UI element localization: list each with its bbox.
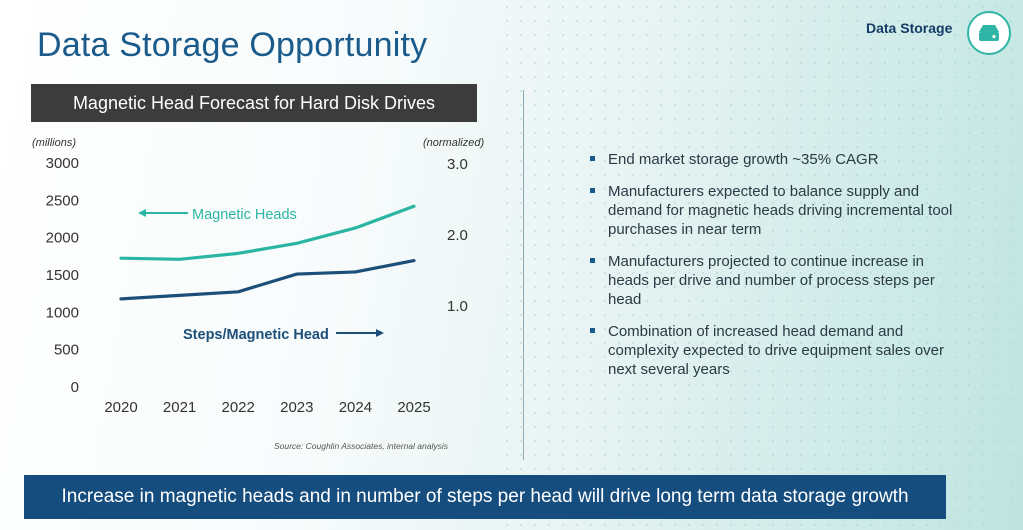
bullet-item: Manufacturers projected to continue incr…: [580, 252, 960, 309]
dot-pattern: [500, 0, 1023, 530]
y-right-tick-label: 3.0: [447, 156, 468, 173]
x-tick-label: 2025: [397, 399, 430, 416]
page-title: Data Storage Opportunity: [37, 26, 428, 64]
x-tick-label: 2020: [104, 399, 137, 416]
bullet-text: Manufacturers expected to balance supply…: [608, 183, 953, 238]
y-left-tick-label: 2500: [46, 192, 79, 209]
y-right-tick-label: 1.0: [447, 298, 468, 315]
y-right-tick-label: 2.0: [447, 227, 468, 244]
y-left-tick-label: 1500: [46, 267, 79, 284]
x-tick-label: 2024: [339, 399, 372, 416]
bullet-square-icon: [590, 188, 595, 193]
bullet-square-icon: [590, 156, 595, 161]
brand-label: Data Storage: [866, 20, 953, 36]
bullet-item: End market storage growth ~35% CAGR: [580, 150, 960, 169]
y-right-unit: (normalized): [423, 137, 484, 149]
bullet-square-icon: [590, 258, 595, 263]
bullet-list: End market storage growth ~35% CAGR Manu…: [580, 150, 960, 392]
arrow-left-icon: [138, 209, 146, 217]
series-line-steps-magnetic-head: [119, 258, 416, 301]
source-note: Source: Coughlin Associates, internal an…: [274, 441, 449, 451]
series-line-magnetic-heads: [119, 204, 416, 261]
forecast-chart: (millions) 0 500 1000 1500 2000 2500 3000 (norma…: [32, 137, 484, 451]
y-left-tick-label: 0: [71, 379, 79, 396]
y-left-tick-label: 500: [54, 342, 79, 359]
y-left-tick-label: 1000: [46, 304, 79, 321]
bullet-item: Combination of increased head demand and…: [580, 322, 960, 379]
takeaway-banner: Increase in magnetic heads and in number…: [24, 475, 946, 519]
y-left-unit: (millions): [32, 137, 76, 149]
divider: [523, 90, 524, 460]
x-tick-label: 2021: [163, 399, 196, 416]
y-left-tick-label: 2000: [46, 230, 79, 247]
bullet-text: End market storage growth ~35% CAGR: [608, 151, 879, 168]
x-tick-label: 2022: [222, 399, 255, 416]
arrow-right-icon: [376, 329, 384, 337]
series-label-steps-per-head: Steps/Magnetic Head: [183, 327, 329, 343]
chart-header: Magnetic Head Forecast for Hard Disk Dri…: [31, 84, 477, 122]
hard-drive-icon: [967, 11, 1011, 55]
x-tick-label: 2023: [280, 399, 313, 416]
bullet-square-icon: [590, 328, 595, 333]
y-left-tick-label: 3000: [46, 155, 79, 172]
bullet-text: Manufacturers projected to continue incr…: [608, 253, 935, 308]
bullet-item: Manufacturers expected to balance supply…: [580, 182, 960, 239]
series-label-magnetic-heads: Magnetic Heads: [192, 207, 297, 223]
bullet-text: Combination of increased head demand and…: [608, 323, 945, 378]
